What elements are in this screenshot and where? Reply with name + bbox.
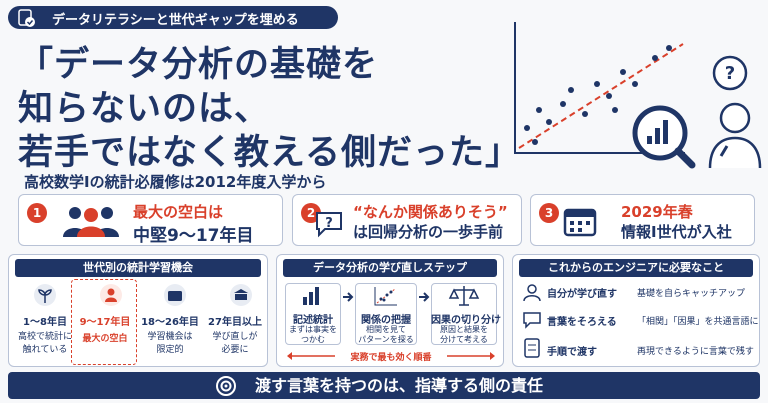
generation-text: 最大の空白 bbox=[82, 334, 128, 344]
steps-panel: データ分析の学び直しステップ 記述統計 まずは事実を つかむ 関係の把握 相関を… bbox=[276, 254, 504, 367]
need-action: 手順で渡す bbox=[547, 347, 597, 358]
target-icon bbox=[216, 376, 236, 396]
need-detail: 基礎を自らキャッチアップ bbox=[637, 289, 746, 299]
footer-text: 渡す言葉を持つのは、指導する側の責任 bbox=[254, 376, 543, 395]
title-line: 「データ分析の基礎を bbox=[18, 45, 379, 85]
footer: 渡す言葉を持つのは、指導する側の責任 bbox=[8, 372, 760, 399]
calendar-icon bbox=[563, 208, 597, 237]
generation-text: 高校で統計に bbox=[17, 332, 72, 342]
title-line: 知らないのは、 bbox=[18, 89, 271, 129]
tag-text: データリテラシーと世代ギャップを埋める bbox=[52, 13, 299, 28]
generation-icons bbox=[34, 284, 252, 306]
step-box bbox=[285, 283, 341, 345]
card-line: “なんか関係ありそう” bbox=[353, 203, 508, 221]
step-text: 相関を見て bbox=[366, 325, 406, 334]
step-note: 実務で最も効く順番 bbox=[350, 353, 432, 363]
card-number: 1 bbox=[27, 203, 47, 223]
header-tag: データリテラシーと世代ギャップを埋める bbox=[8, 6, 338, 29]
question-icon: ? bbox=[316, 212, 342, 238]
generation-text: 学習機会は bbox=[147, 332, 193, 342]
step-text: つかむ bbox=[301, 335, 325, 344]
card-line: 情報Ⅰ世代が入社 bbox=[621, 223, 732, 241]
card-number: 3 bbox=[539, 203, 559, 223]
generation-years: 27年目以上 bbox=[208, 317, 262, 328]
step-text: 原因と結果を bbox=[440, 325, 488, 334]
generation-years: 18〜26年目 bbox=[141, 317, 199, 328]
illustration: ? bbox=[514, 22, 762, 169]
people-icon bbox=[63, 207, 119, 237]
step-icons bbox=[303, 286, 480, 306]
step-text: まずは事実を bbox=[289, 325, 337, 334]
highlight-box bbox=[71, 279, 137, 365]
subtitle: 高校数学Ⅰの統計必履修は2012年度入学から bbox=[24, 173, 327, 191]
step-box bbox=[355, 283, 417, 345]
generation-text: 必要に bbox=[221, 345, 249, 355]
generation-text: 限定的 bbox=[156, 345, 184, 355]
svg-text:?: ? bbox=[325, 216, 333, 231]
generation-text: 学び直しが bbox=[212, 332, 258, 342]
step-name: 記述統計 bbox=[293, 315, 333, 326]
step-name: 関係の把握 bbox=[361, 315, 411, 326]
need-action: 言葉をそろえる bbox=[547, 317, 617, 328]
generations-panel: 世代別の統計学習機会 1〜8年目 高校で統計に 触れている 9〜17年目 最大の… bbox=[8, 254, 268, 367]
panel-title: データ分析の学び直しステップ bbox=[283, 259, 497, 277]
step-box bbox=[431, 283, 497, 345]
need-icons bbox=[523, 284, 541, 358]
card: 2 ? “なんか関係ありそう” は回帰分析の一歩手前 bbox=[292, 194, 522, 246]
generation-years: 9〜17年目 bbox=[79, 317, 131, 328]
tag-icon bbox=[18, 9, 35, 27]
step-name: 因果の切り分け bbox=[431, 315, 501, 326]
generation-years: 1〜8年目 bbox=[23, 317, 67, 328]
card-line: 2029年春 bbox=[621, 203, 693, 221]
panel-title: 世代別の統計学習機会 bbox=[15, 259, 261, 277]
card: 3 2029年春 情報Ⅰ世代が入社 bbox=[530, 194, 755, 246]
panel-title: これからのエンジニアに必要なこと bbox=[519, 259, 753, 277]
card-line: 最大の空白は bbox=[133, 203, 224, 221]
need-detail: 「相関」「因果」を共通言語に bbox=[637, 317, 759, 327]
step-text: 分けて考える bbox=[440, 335, 488, 344]
need-detail: 再現できるように言葉で残す bbox=[637, 347, 754, 357]
generation-text: 触れている bbox=[22, 345, 68, 355]
card-line: 中堅9〜17年目 bbox=[133, 226, 254, 246]
svg-text:?: ? bbox=[725, 63, 735, 84]
step-text: パターンを探る bbox=[358, 335, 414, 344]
card-line: は回帰分析の一歩手前 bbox=[353, 223, 504, 241]
card: 1 最大の空白は 中堅9〜17年目 bbox=[18, 194, 283, 246]
need-action: 自分が学び直す bbox=[547, 289, 617, 300]
needs-panel: これからのエンジニアに必要なこと 自分が学び直す 基礎を自らキャッチアップ 言葉… bbox=[512, 254, 760, 367]
order-arrow bbox=[287, 352, 495, 360]
title-line: 若手ではなく教える側だった」 bbox=[18, 133, 521, 173]
